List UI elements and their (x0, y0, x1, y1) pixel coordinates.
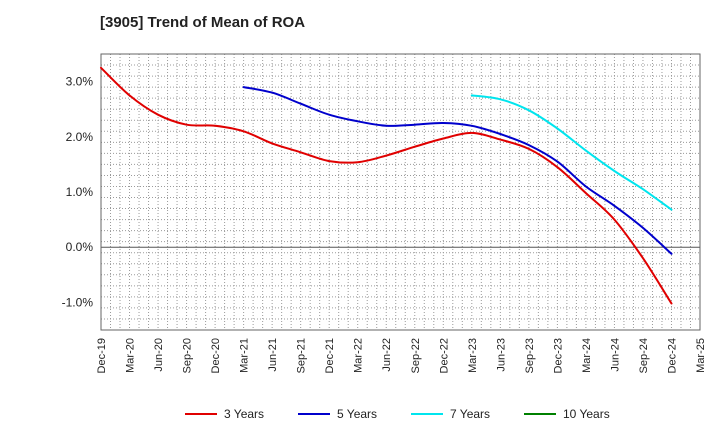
legend-label: 3 Years (224, 407, 264, 421)
x-tick-label: Dec-23 (552, 338, 564, 373)
x-tick-label: Dec-20 (210, 338, 222, 373)
x-tick-label: Mar-21 (239, 338, 251, 373)
x-tick-label: Sep-21 (296, 338, 308, 373)
y-tick-label: 2.0% (66, 130, 94, 144)
x-tick-label: Sep-20 (182, 338, 194, 373)
x-tick-label: Mar-20 (125, 338, 137, 373)
legend-label: 5 Years (337, 407, 377, 421)
x-tick-label: Jun-22 (381, 338, 393, 372)
plot-area (101, 54, 700, 330)
legend-label: 10 Years (563, 407, 610, 421)
x-tick-label: Sep-23 (524, 338, 536, 373)
x-tick-label: Dec-22 (438, 338, 450, 373)
x-tick-label: Sep-22 (410, 338, 422, 373)
series-line-5-years (242, 86, 673, 255)
x-tick-label: Dec-24 (666, 338, 678, 373)
x-tick-label: Jun-20 (153, 338, 165, 372)
x-tick-label: Mar-22 (353, 338, 365, 373)
y-tick-label: -1.0% (62, 295, 94, 309)
x-tick-label: Sep-24 (638, 338, 650, 373)
y-tick-label: 1.0% (66, 185, 94, 199)
y-tick-label: 0.0% (66, 240, 94, 254)
plot-frame (100, 53, 701, 331)
series-line-7-years (470, 94, 673, 211)
x-tick-label: Mar-24 (581, 338, 593, 373)
legend-label: 7 Years (450, 407, 490, 421)
x-tick-label: Mar-23 (467, 338, 479, 373)
chart-title: [3905] Trend of Mean of ROA (100, 14, 306, 31)
x-tick-label: Dec-21 (324, 338, 336, 373)
series-line-3-years (100, 66, 673, 305)
x-tick-label: Mar-25 (695, 338, 707, 373)
x-tick-label: Jun-23 (495, 338, 507, 372)
x-tick-label: Jun-21 (267, 338, 279, 372)
x-tick-label: Dec-19 (96, 338, 108, 373)
x-tick-label: Jun-24 (609, 338, 621, 372)
y-tick-label: 3.0% (66, 75, 94, 89)
